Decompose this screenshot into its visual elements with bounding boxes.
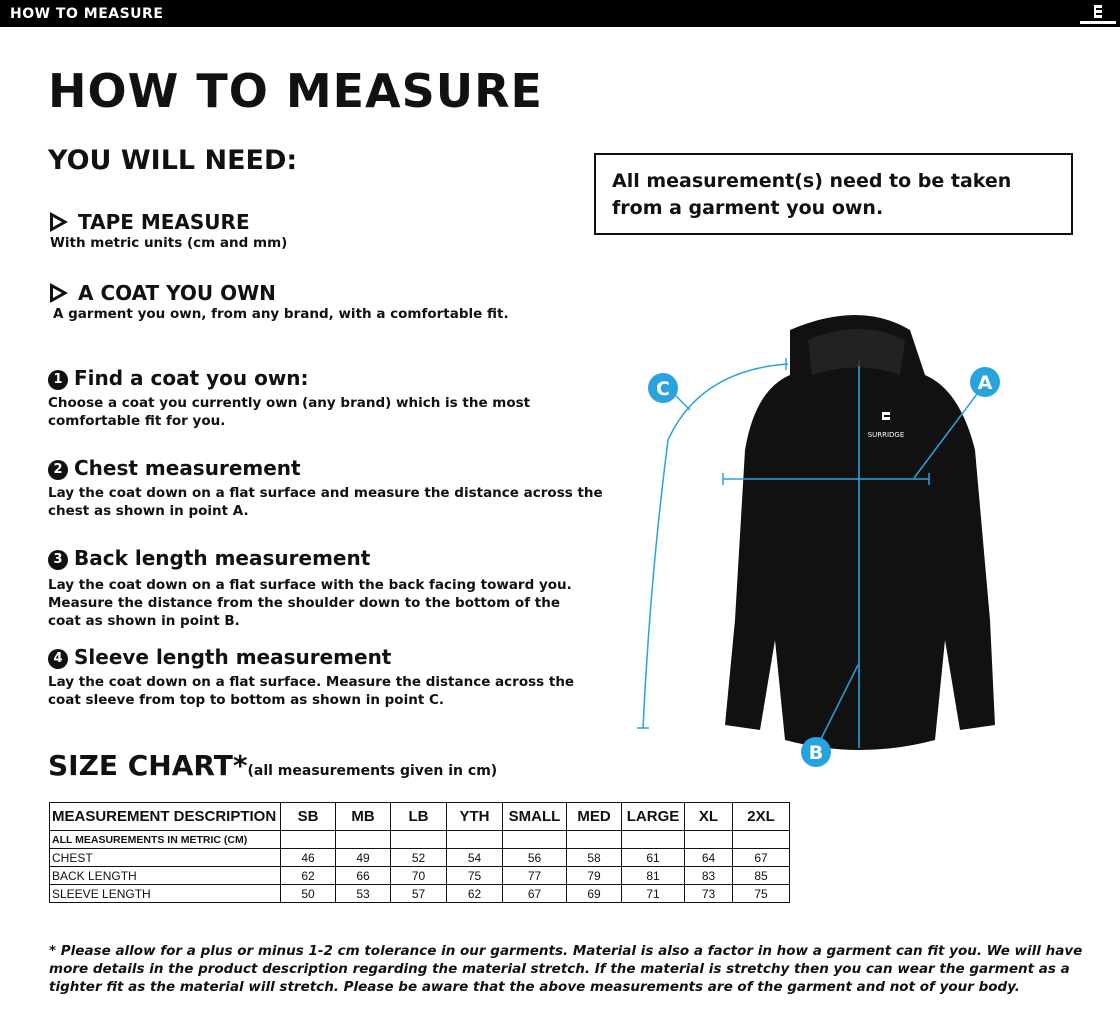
step-3: 3 Back length measurement Lay the coat do… (48, 546, 578, 630)
value-cell: 66 (335, 866, 391, 885)
row-label-cell: SLEEVE LENGTH (49, 884, 281, 903)
footer-disclaimer: * Please allow for a plus or minus 1-2 c… (49, 943, 1083, 995)
row-label-cell: CHEST (49, 848, 281, 867)
step-number-badge: 2 (48, 460, 68, 480)
header-cell: MEASUREMENT DESCRIPTION (49, 802, 281, 831)
step-number-badge: 4 (48, 649, 68, 669)
size-chart-title-text: SIZE CHART (48, 749, 233, 782)
value-cell: 57 (390, 884, 447, 903)
step-title: Sleeve length measurement (74, 645, 392, 669)
table-row: SLEEVE LENGTH 50 53 57 62 67 69 71 73 75 (49, 884, 790, 903)
need-item-coat: A COAT YOU OWN A garment you own, from a… (50, 281, 610, 323)
size-chart-subtitle: (all measurements given in cm) (247, 763, 498, 779)
step-1: 1 Find a coat you own: Choose a coat you … (48, 366, 608, 430)
size-chart-table: MEASUREMENT DESCRIPTION SB MB LB YTH SMA… (49, 802, 790, 903)
value-cell: 62 (280, 866, 336, 885)
value-cell: 50 (280, 884, 336, 903)
header-cell: SMALL (502, 802, 567, 831)
value-cell: 79 (566, 866, 622, 885)
row-label-cell: BACK LENGTH (49, 866, 281, 885)
subheader-cell: ALL MEASUREMENTS IN METRIC (CM) (49, 830, 281, 849)
value-cell: 49 (335, 848, 391, 867)
value-cell: 53 (335, 884, 391, 903)
jacket-diagram: SURRIDGE A B C (637, 315, 1000, 767)
svg-text:C: C (656, 378, 670, 400)
value-cell: 54 (446, 848, 503, 867)
top-bar-title: HOW TO MEASURE (10, 6, 164, 22)
svg-text:B: B (809, 742, 823, 764)
header-cell: LARGE (621, 802, 685, 831)
surridge-logo (1080, 5, 1116, 24)
value-cell: 83 (684, 866, 733, 885)
step-4: 4 Sleeve length measurement Lay the coat … (48, 645, 588, 709)
step-number-badge: 3 (48, 550, 68, 570)
label-c: C (648, 373, 678, 403)
header-cell: MB (335, 802, 391, 831)
step-title: Back length measurement (74, 546, 371, 570)
value-cell: 85 (732, 866, 790, 885)
need-item-title: TAPE MEASURE (78, 210, 250, 234)
step-title: Find a coat you own: (74, 366, 309, 390)
step-number-badge: 1 (48, 370, 68, 390)
header-cell: MED (566, 802, 622, 831)
step-desc: Choose a coat you currently own (any bra… (48, 395, 531, 429)
value-cell: 61 (621, 848, 685, 867)
value-cell: 69 (566, 884, 622, 903)
label-b: B (801, 737, 831, 767)
play-triangle-icon (50, 212, 68, 232)
header-cell: SB (280, 802, 336, 831)
step-desc: Lay the coat down on a flat surface with… (48, 577, 572, 629)
svg-text:A: A (978, 372, 993, 394)
play-triangle-icon (50, 283, 68, 303)
table-row: BACK LENGTH 62 66 70 75 77 79 81 83 85 (49, 866, 790, 885)
table-header-row: MEASUREMENT DESCRIPTION SB MB LB YTH SMA… (49, 802, 790, 831)
value-cell: 58 (566, 848, 622, 867)
need-item-title: A COAT YOU OWN (78, 281, 276, 305)
value-cell: 70 (390, 866, 447, 885)
value-cell: 81 (621, 866, 685, 885)
value-cell: 71 (621, 884, 685, 903)
step-title: Chest measurement (74, 456, 301, 480)
page-title: HOW TO MEASURE (48, 64, 543, 118)
table-subheader-row: ALL MEASUREMENTS IN METRIC (CM) (49, 830, 790, 849)
garment-logo: SURRIDGE (868, 431, 905, 439)
header-cell: 2XL (732, 802, 790, 831)
header-cell: YTH (446, 802, 503, 831)
asterisk: * (232, 749, 248, 782)
value-cell: 62 (446, 884, 503, 903)
value-cell: 56 (502, 848, 567, 867)
value-cell: 52 (390, 848, 447, 867)
need-item-desc: With metric units (cm and mm) (50, 235, 288, 251)
size-chart-title: SIZE CHART*(all measurements given in cm… (48, 749, 497, 782)
you-will-need-heading: YOU WILL NEED: (48, 145, 298, 176)
label-a: A (970, 367, 1000, 397)
value-cell: 46 (280, 848, 336, 867)
step-desc: Lay the coat down on a flat surface. Mea… (48, 674, 575, 708)
need-item-desc: A garment you own, from any brand, with … (53, 306, 509, 322)
step-2: 2 Chest measurement Lay the coat down on … (48, 456, 608, 520)
table-row: CHEST 46 49 52 54 56 58 61 64 67 (49, 848, 790, 867)
top-bar (0, 0, 1120, 27)
value-cell: 67 (732, 848, 790, 867)
note-box: All measurement(s) need to be taken from… (594, 153, 1073, 235)
need-item-tape: TAPE MEASURE With metric units (cm and m… (50, 210, 610, 252)
value-cell: 73 (684, 884, 733, 903)
value-cell: 64 (684, 848, 733, 867)
value-cell: 75 (732, 884, 790, 903)
value-cell: 77 (502, 866, 567, 885)
step-desc: Lay the coat down on a flat surface and … (48, 485, 603, 519)
header-cell: LB (390, 802, 447, 831)
value-cell: 67 (502, 884, 567, 903)
header-cell: XL (684, 802, 733, 831)
value-cell: 75 (446, 866, 503, 885)
